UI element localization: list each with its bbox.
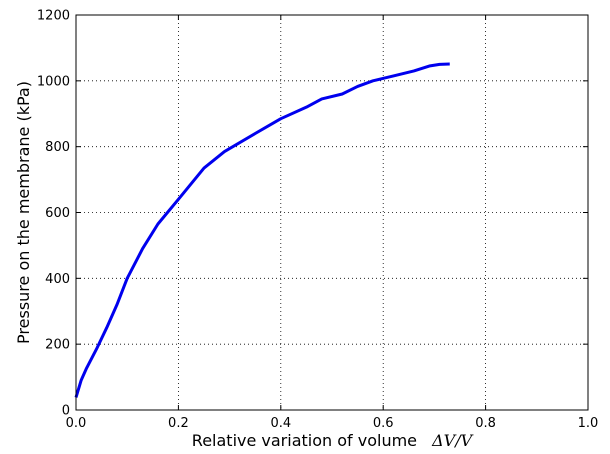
- series-line: [74, 62, 450, 398]
- y-tick-label: 0: [62, 404, 70, 419]
- x-tick-label: 0.4: [270, 416, 291, 431]
- axis-ticks: [75, 14, 589, 411]
- x-tick-label: 0.0: [66, 416, 87, 431]
- x-tick-label: 0.8: [475, 416, 496, 431]
- x-axis-label-math: ΔV/V: [431, 431, 474, 450]
- x-tick-label: 0.2: [168, 416, 189, 431]
- series-layer: [74, 62, 450, 398]
- x-axis-label-text: Relative variation of volume: [192, 431, 417, 450]
- tick-labels: 0.0 0.2 0.4 0.6 0.8 1.0 0 200 400 600 800 1000 1200: [37, 9, 598, 432]
- grid-lines: [76, 15, 588, 410]
- y-tick-label: 400: [45, 272, 70, 287]
- x-axis-label: Relative variation of volume ΔV/V: [192, 431, 474, 450]
- x-tick-label: 0.6: [373, 416, 394, 431]
- y-tick-label: 1000: [37, 74, 70, 89]
- y-tick-label: 600: [45, 206, 70, 221]
- y-tick-label: 1200: [37, 9, 70, 24]
- x-tick-label: 1.0: [578, 416, 599, 431]
- y-tick-label: 800: [45, 140, 70, 155]
- y-tick-label: 200: [45, 338, 70, 353]
- y-axis-label: Pressure on the membrane (kPa): [14, 81, 33, 344]
